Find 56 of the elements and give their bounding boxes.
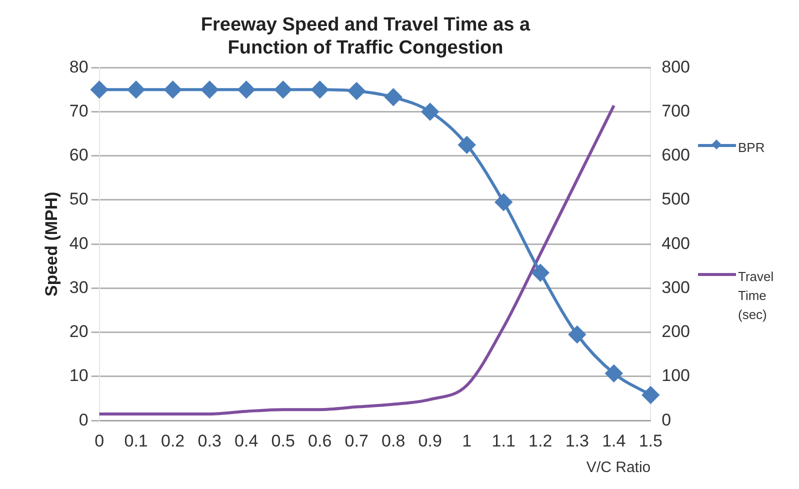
x-tick-label: 0.8 bbox=[382, 431, 406, 450]
point bbox=[164, 81, 182, 98]
y-tick-label: 30 bbox=[69, 278, 88, 297]
y-axis-title: Speed (MPH) bbox=[42, 192, 61, 297]
y2-tick-label: 100 bbox=[662, 366, 690, 386]
y-tick-label: 40 bbox=[69, 234, 88, 253]
x-tick-label: 1.1 bbox=[492, 431, 516, 450]
point bbox=[128, 81, 145, 98]
y-tick-label: 0 bbox=[78, 410, 88, 430]
x-tick-label: 0.6 bbox=[308, 431, 332, 450]
y2-tick-label: 700 bbox=[662, 101, 690, 120]
x-tick-label: 1 bbox=[462, 431, 472, 450]
y-tick-label: 20 bbox=[69, 322, 88, 342]
y-tick-label: 50 bbox=[69, 190, 88, 209]
x-tick-label: 0.3 bbox=[198, 431, 222, 450]
point bbox=[458, 136, 476, 154]
point bbox=[422, 103, 439, 120]
x-tick-label: 1.4 bbox=[602, 431, 626, 450]
point bbox=[495, 194, 512, 211]
x-tick-label: 0.7 bbox=[344, 431, 368, 450]
y-tick-label: 10 bbox=[69, 366, 88, 386]
y2-tick-label: 200 bbox=[662, 322, 690, 342]
y-tick-label: 80 bbox=[69, 57, 88, 76]
point bbox=[532, 264, 549, 282]
x-tick-label: 0.9 bbox=[418, 431, 442, 450]
point bbox=[568, 326, 586, 344]
y-tick-label: 60 bbox=[69, 146, 88, 165]
legend-label: Travel Time (sec) bbox=[738, 268, 775, 324]
x-tick-label: 1.3 bbox=[565, 431, 589, 450]
point bbox=[348, 82, 366, 100]
x-tick-label: 0 bbox=[94, 431, 104, 450]
point bbox=[311, 81, 328, 98]
point bbox=[274, 81, 292, 98]
legend-label: BPR bbox=[738, 139, 766, 157]
chart-title: Freeway Speed and Travel Time as a Function of Traffic Congestion bbox=[200, 14, 531, 58]
point bbox=[642, 386, 660, 404]
y2-tick-label: 800 bbox=[662, 57, 690, 76]
x-tick-label: 0.5 bbox=[271, 431, 295, 450]
point bbox=[605, 364, 622, 382]
x-tick-label: 0.4 bbox=[234, 431, 258, 450]
point bbox=[201, 81, 218, 98]
y2-tick-label: 0 bbox=[662, 410, 672, 430]
point bbox=[238, 81, 255, 98]
y-tick-label: 70 bbox=[69, 101, 88, 120]
x-tick-label: 0.2 bbox=[161, 431, 185, 450]
x-tick-label: 0.1 bbox=[124, 431, 148, 450]
point bbox=[384, 88, 402, 106]
point bbox=[90, 81, 108, 98]
x-tick-label: 1.5 bbox=[638, 431, 662, 450]
x-tick-label: 1.2 bbox=[528, 431, 552, 450]
y2-tick-label: 400 bbox=[662, 234, 690, 253]
x-axis-title: V/C Ratio bbox=[586, 459, 651, 476]
y2-tick-label: 500 bbox=[662, 190, 690, 209]
y2-tick-label: 300 bbox=[662, 278, 690, 297]
y2-tick-label: 600 bbox=[662, 146, 690, 165]
line-series bbox=[98, 104, 616, 416]
